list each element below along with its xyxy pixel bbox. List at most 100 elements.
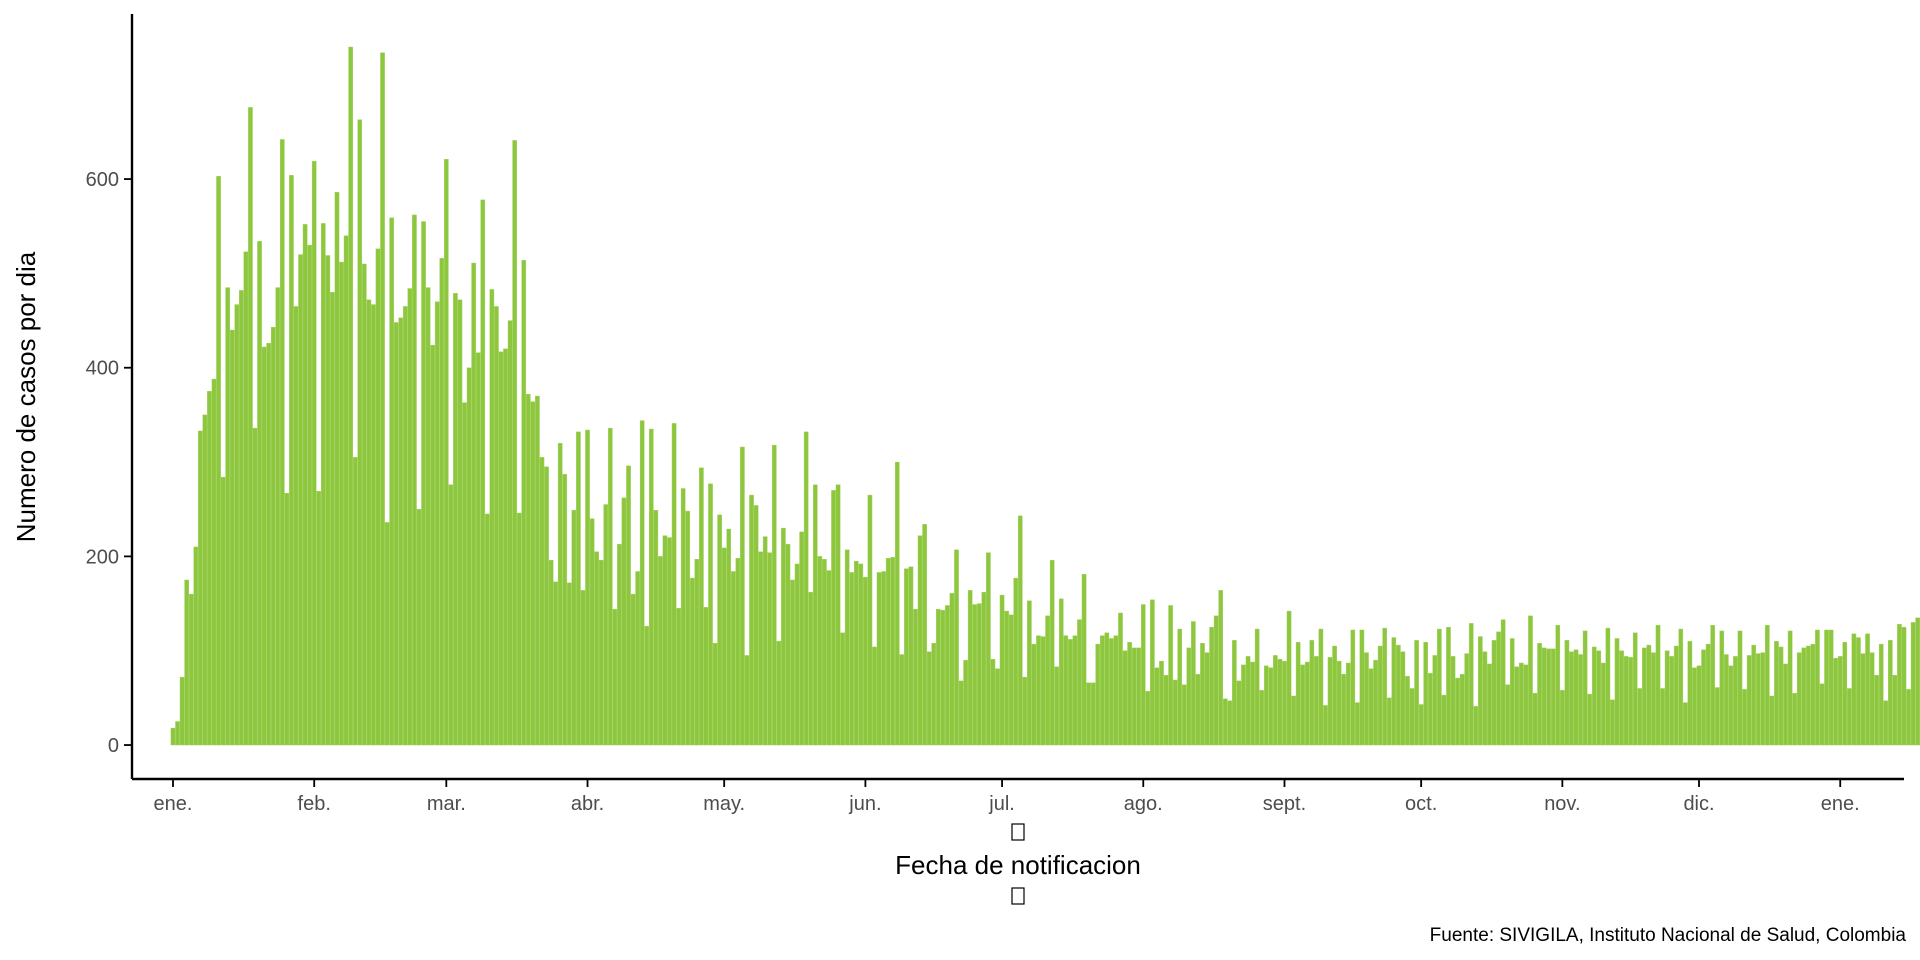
x-axis-title: Fecha de notificacion (895, 850, 1141, 880)
bar-day-272 (1410, 688, 1414, 745)
bar-day-16 (244, 252, 248, 745)
bar-day-193 (1050, 560, 1054, 745)
bar-day-13 (230, 330, 234, 745)
bar-day-323 (1642, 648, 1646, 745)
bar-day-285 (1469, 623, 1473, 745)
bar-day-172 (954, 550, 958, 745)
bar-day-245 (1287, 611, 1291, 745)
bar-day-168 (936, 609, 940, 745)
bar-day-362 (1820, 684, 1824, 745)
bar-day-60 (444, 159, 448, 745)
bar-day-173 (959, 681, 963, 745)
bar-day-178 (982, 592, 986, 745)
bar-day-171 (950, 593, 954, 745)
bar-day-161 (904, 569, 908, 745)
bar-day-222 (1182, 685, 1186, 745)
bar-day-27 (294, 306, 298, 745)
bar-day-231 (1223, 699, 1227, 745)
bar-day-234 (1237, 681, 1241, 745)
bar-day-312 (1592, 647, 1596, 745)
bar-day-363 (1824, 630, 1828, 745)
bar-day-300 (1537, 643, 1541, 745)
bar-day-156 (882, 571, 886, 745)
missing-glyph-box-bottom (1012, 888, 1024, 904)
bar-day-29 (303, 224, 307, 745)
bar-day-49 (394, 322, 398, 745)
bar-day-111 (677, 608, 681, 745)
bar-day-164 (918, 536, 922, 745)
bar-day-96 (608, 428, 612, 745)
bar-day-226 (1200, 643, 1204, 745)
bar-day-197 (1068, 639, 1072, 745)
bar-day-97 (613, 609, 617, 745)
bar-day-215 (1150, 600, 1154, 745)
bar-day-67 (476, 353, 480, 745)
bar-day-189 (1032, 644, 1036, 745)
x-tick-label-12: ene. (1821, 793, 1860, 815)
bar-day-155 (877, 572, 881, 745)
bar-day-307 (1569, 652, 1573, 745)
bar-day-359 (1806, 646, 1810, 745)
bar-day-181 (995, 669, 999, 745)
bar-day-319 (1624, 656, 1628, 745)
bar-day-355 (1788, 631, 1792, 745)
bar-day-81 (540, 457, 544, 745)
bar-day-14 (235, 305, 239, 746)
bar-day-89 (576, 432, 580, 745)
bar-day-30 (308, 245, 312, 745)
bar-day-25 (285, 493, 289, 745)
bar-day-314 (1601, 663, 1605, 745)
bar-day-328 (1665, 651, 1669, 745)
bar-day-213 (1141, 604, 1145, 745)
bar-day-253 (1323, 705, 1327, 745)
bar-day-294 (1510, 638, 1514, 745)
bar-day-221 (1178, 629, 1182, 745)
bar-day-43 (367, 300, 371, 745)
bar-day-318 (1619, 651, 1623, 745)
bar-day-202 (1091, 683, 1095, 745)
bar-day-200 (1082, 574, 1086, 745)
bar-day-250 (1310, 640, 1314, 745)
bar-day-330 (1674, 646, 1678, 745)
bar-day-153 (868, 495, 872, 745)
bar-day-357 (1797, 653, 1801, 745)
bar-day-37 (339, 262, 343, 745)
bar-day-143 (822, 559, 826, 745)
bar-day-336 (1701, 650, 1705, 745)
bar-day-352 (1774, 641, 1778, 745)
bar-day-26 (289, 175, 293, 745)
bar-day-40 (353, 457, 357, 745)
bar-day-114 (690, 578, 694, 745)
bar-day-75 (513, 140, 517, 745)
bar-day-46 (380, 53, 384, 745)
bar-day-158 (891, 557, 895, 745)
bar-day-238 (1255, 629, 1259, 745)
bar-day-364 (1829, 630, 1833, 745)
bar-day-21 (267, 343, 271, 745)
x-tick-label-7: ago. (1124, 793, 1163, 815)
bar-day-33 (321, 223, 325, 745)
bar-day-236 (1246, 656, 1250, 745)
bar-day-1 (175, 721, 179, 745)
bar-day-277 (1433, 655, 1437, 745)
bar-day-237 (1251, 662, 1255, 745)
bar-day-12 (226, 288, 230, 745)
bar-day-296 (1519, 663, 1523, 745)
bar-day-205 (1105, 633, 1109, 745)
bar-day-50 (399, 318, 403, 745)
bar-day-382 (1911, 622, 1915, 745)
bar-day-216 (1155, 668, 1159, 745)
bar-day-303 (1551, 649, 1555, 745)
bar-day-199 (1077, 620, 1081, 745)
bar-day-163 (913, 609, 917, 745)
bar-day-149 (850, 572, 854, 745)
bar-day-211 (1132, 648, 1136, 745)
bar-day-134 (781, 528, 785, 745)
bar-day-68 (481, 200, 485, 745)
bar-day-100 (626, 466, 630, 745)
x-tick-label-9: oct. (1405, 793, 1437, 815)
bar-day-154 (872, 647, 876, 745)
bar-day-282 (1455, 678, 1459, 745)
bar-day-301 (1542, 648, 1546, 745)
bar-day-275 (1424, 642, 1428, 745)
